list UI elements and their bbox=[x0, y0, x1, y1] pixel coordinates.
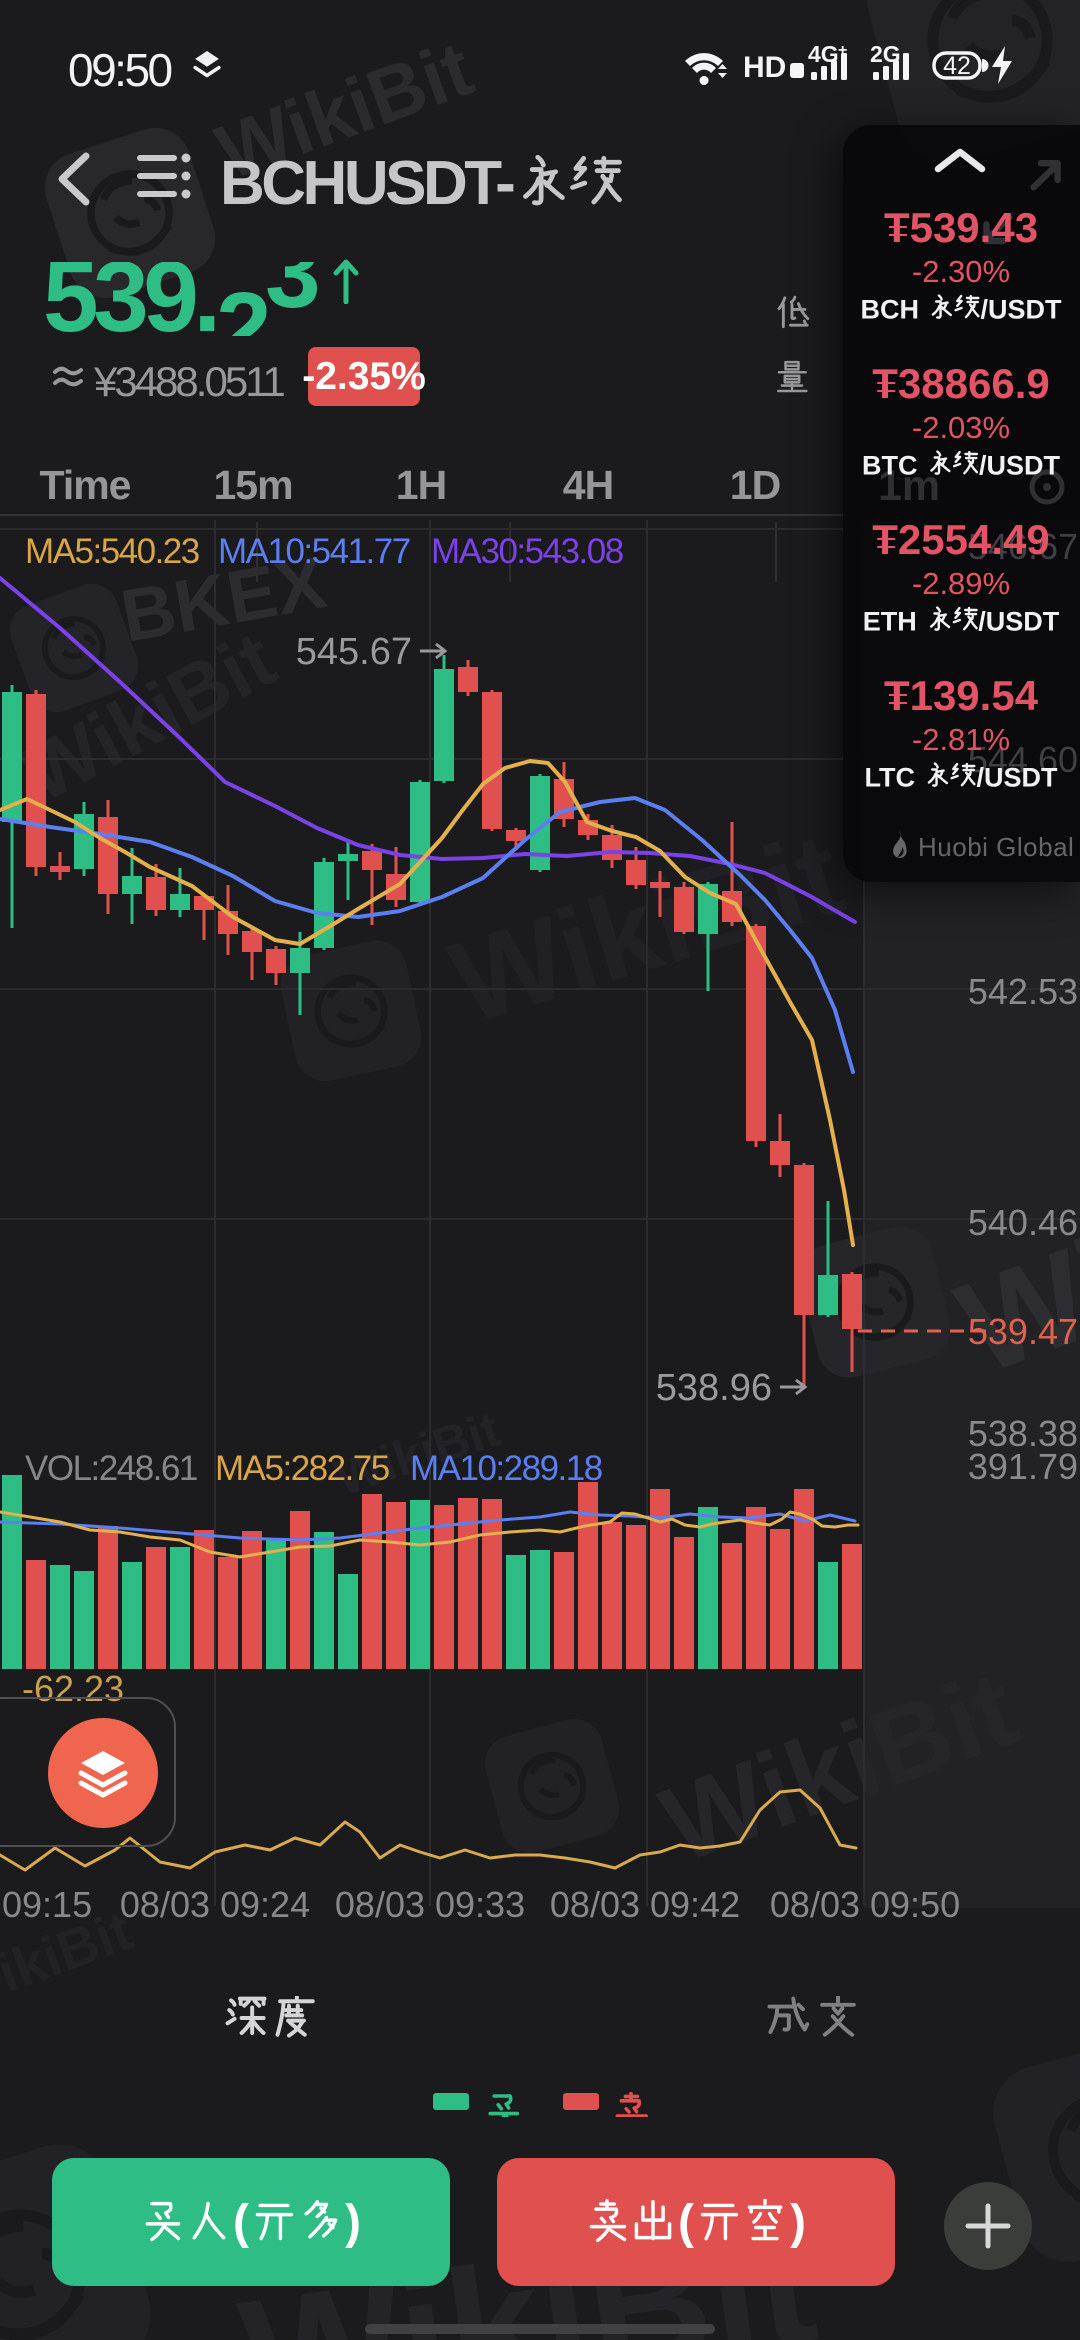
svg-text:542.53: 542.53 bbox=[968, 971, 1078, 1012]
svg-text:08/03 09:42: 08/03 09:42 bbox=[550, 1884, 740, 1925]
svg-text:08/03 09:33: 08/03 09:33 bbox=[335, 1884, 525, 1925]
svg-text:HD: HD bbox=[743, 51, 786, 84]
svg-text:-62.23: -62.23 bbox=[22, 1668, 124, 1709]
svg-text:VOL:248.61: VOL:248.61 bbox=[25, 1449, 197, 1488]
svg-text:08/03 09:24: 08/03 09:24 bbox=[120, 1884, 310, 1925]
svg-text:391.79: 391.79 bbox=[968, 1446, 1078, 1487]
svg-text:MA30:543.08: MA30:543.08 bbox=[431, 532, 623, 571]
svg-text:MA5:540.23: MA5:540.23 bbox=[25, 532, 199, 571]
svg-text:539.47: 539.47 bbox=[968, 1311, 1078, 1352]
svg-text:08/03 09:50: 08/03 09:50 bbox=[770, 1884, 960, 1925]
svg-text:538.96: 538.96 bbox=[656, 1367, 772, 1409]
svg-text:09:15: 09:15 bbox=[2, 1884, 92, 1925]
svg-text:MA10:289.18: MA10:289.18 bbox=[410, 1449, 602, 1488]
svg-text:545.67: 545.67 bbox=[296, 631, 412, 673]
svg-text:+: + bbox=[838, 42, 847, 59]
svg-text:MA5:282.75: MA5:282.75 bbox=[215, 1449, 389, 1488]
svg-text:42: 42 bbox=[943, 52, 971, 80]
svg-text:MA10:541.77: MA10:541.77 bbox=[218, 532, 410, 571]
svg-text:540.46: 540.46 bbox=[968, 1202, 1078, 1243]
svg-text:538.38: 538.38 bbox=[968, 1413, 1078, 1454]
